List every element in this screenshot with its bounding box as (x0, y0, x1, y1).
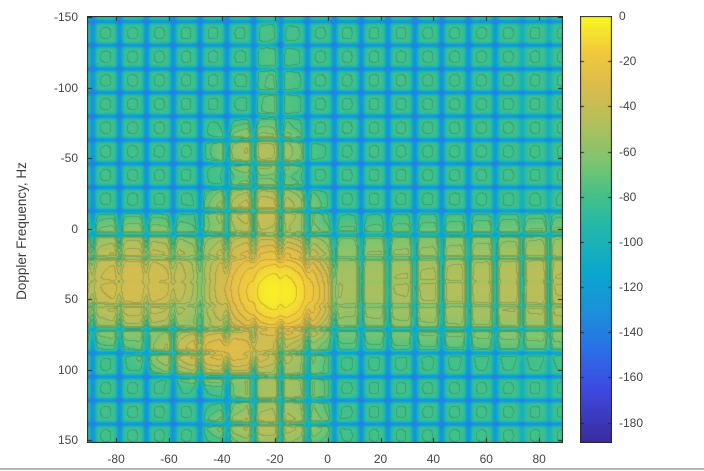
colorbar-tick-label: -40 (619, 99, 637, 114)
y-tick-label: 100 (57, 362, 78, 377)
x-tick-label: 20 (373, 452, 388, 466)
y-tick-label: -100 (53, 80, 78, 95)
y-tick-label: 0 (71, 221, 78, 236)
colorbar-tick-label: -140 (619, 325, 644, 340)
window-bottom-border (0, 468, 704, 470)
colorbar-tick-label: 0 (619, 9, 626, 23)
x-tick-label: -40 (213, 452, 231, 466)
x-tick-label: 80 (532, 452, 546, 466)
colorbar-tick-label: -100 (619, 234, 644, 249)
colorbar-tick-label: -120 (619, 280, 644, 295)
y-tick-label: -150 (53, 10, 78, 25)
y-tick-label: -50 (60, 151, 78, 166)
y-tick-label: 150 (57, 433, 78, 448)
x-tick-label: -60 (160, 452, 178, 466)
colorbar-tick-label: -60 (619, 144, 637, 159)
plot-area (87, 16, 563, 443)
x-tick-label: -20 (266, 452, 284, 466)
x-tick-label: 0 (324, 452, 331, 466)
x-tick-label: 40 (426, 452, 441, 466)
heatmap-canvas (87, 16, 563, 443)
colorbar-tick-label: -160 (619, 370, 644, 385)
colorbar-tick-label: -180 (619, 415, 644, 430)
x-tick-label: 60 (479, 452, 493, 466)
colorbar-canvas (580, 16, 612, 443)
colorbar (580, 16, 612, 443)
colorbar-tick-label: -80 (619, 189, 637, 204)
y-tick-label: 50 (64, 292, 78, 307)
x-tick-label: -80 (107, 452, 125, 466)
colorbar-tick-label: -20 (619, 54, 637, 69)
